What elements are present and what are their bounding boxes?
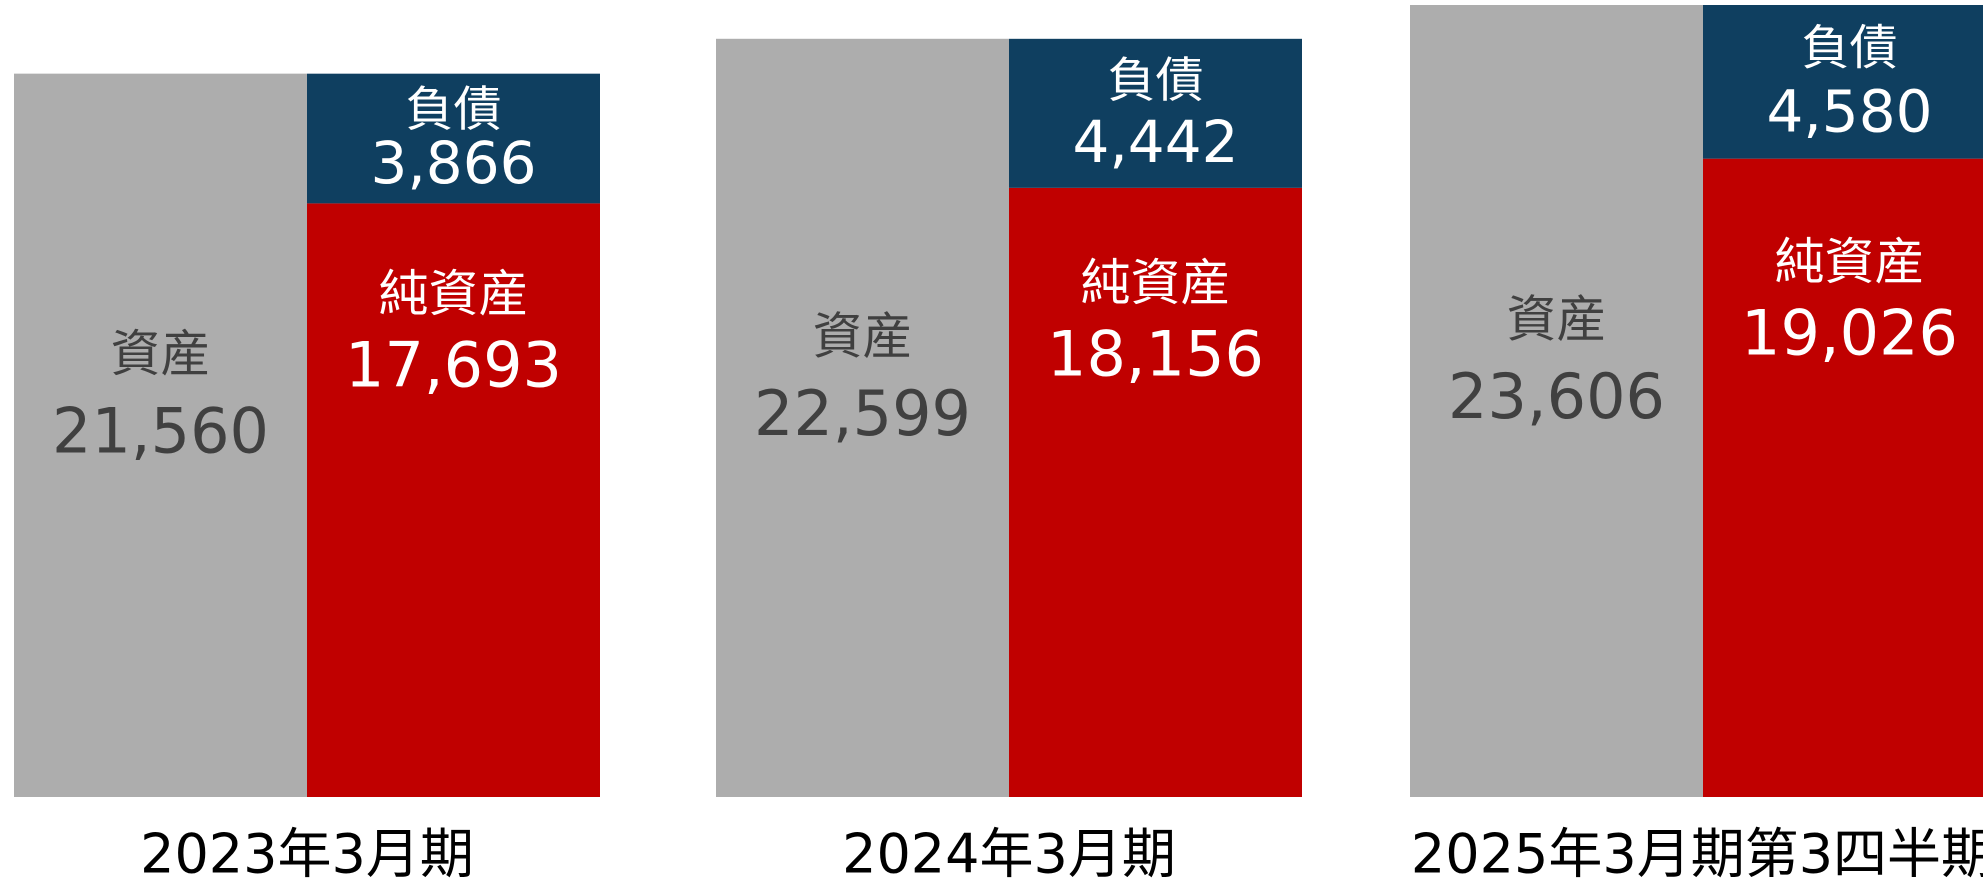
x-tick-label: 2025年3月期第3四半期 bbox=[1411, 823, 1983, 884]
series-label: 純資産 bbox=[379, 265, 529, 323]
value-label: 3,866 bbox=[370, 129, 536, 197]
liabilities-bar bbox=[1009, 38, 1302, 188]
net-assets-bar bbox=[1009, 187, 1302, 798]
net-assets-bar bbox=[307, 203, 600, 797]
series-label: 負債 bbox=[1801, 20, 1897, 76]
value-label: 23,606 bbox=[1448, 360, 1665, 433]
asset-bar bbox=[1410, 5, 1703, 797]
series-label: 資産 bbox=[813, 307, 913, 365]
x-tick-label: 2024年3月期 bbox=[842, 823, 1176, 884]
liabilities-bar bbox=[307, 73, 600, 204]
value-label: 19,026 bbox=[1741, 296, 1958, 369]
series-label: 純資産 bbox=[1081, 254, 1231, 312]
series-label: 負債 bbox=[1107, 53, 1203, 109]
series-label: 純資産 bbox=[1775, 233, 1925, 291]
liabilities-bar bbox=[1703, 5, 1983, 159]
value-label: 21,560 bbox=[52, 394, 269, 467]
value-label: 17,693 bbox=[345, 329, 562, 402]
value-label: 18,156 bbox=[1047, 318, 1264, 391]
series-label: 資産 bbox=[1507, 291, 1607, 349]
series-label: 負債 bbox=[405, 82, 501, 138]
x-tick-label: 2023年3月期 bbox=[140, 823, 474, 884]
asset-bar bbox=[716, 38, 1009, 798]
series-label: 資産 bbox=[111, 325, 211, 383]
asset-bar bbox=[14, 73, 307, 798]
value-label: 22,599 bbox=[754, 377, 971, 450]
net-assets-bar bbox=[1703, 158, 1983, 798]
value-label: 4,442 bbox=[1072, 108, 1238, 176]
value-label: 4,580 bbox=[1766, 78, 1932, 146]
